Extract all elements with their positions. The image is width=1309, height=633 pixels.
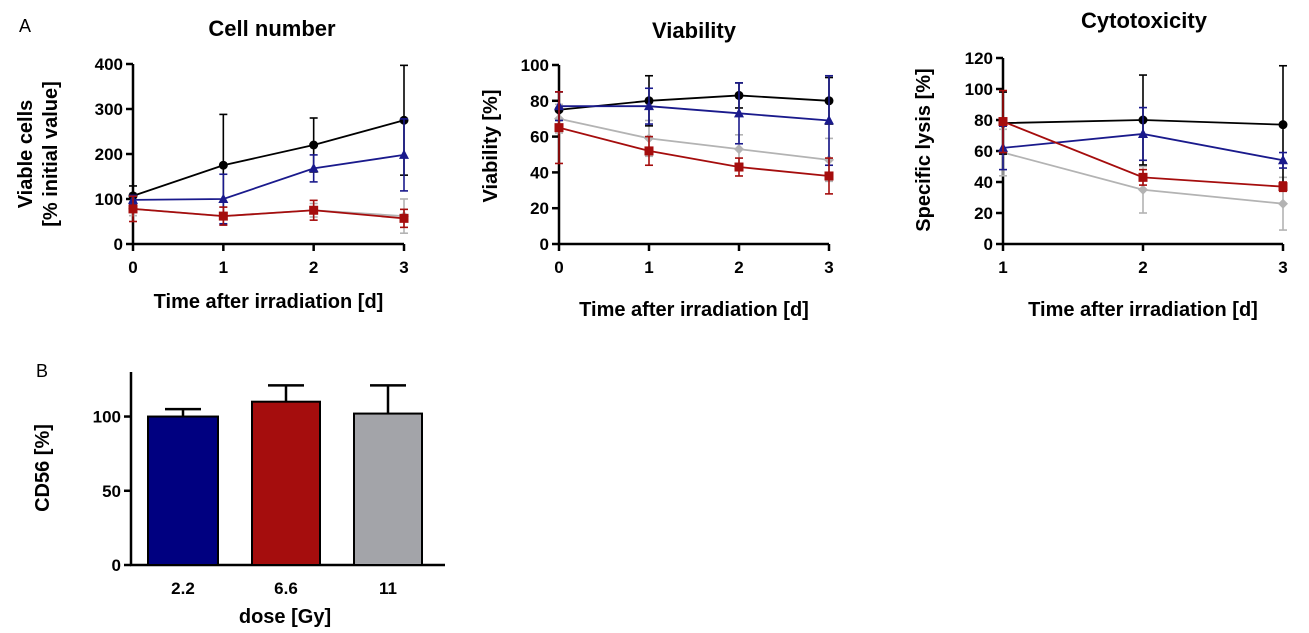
y-tick-label: 200	[95, 145, 123, 164]
point-marker	[309, 140, 319, 150]
point-marker	[399, 149, 409, 159]
series-line	[558, 94, 830, 111]
x-tick-label: 3	[1278, 258, 1287, 277]
series-line	[559, 105, 830, 122]
y-tick-label: 100	[95, 190, 123, 209]
point-marker	[644, 146, 654, 156]
point-marker	[824, 114, 834, 125]
point-marker	[1278, 120, 1288, 130]
point-marker	[309, 205, 319, 215]
chart-title: Viability	[652, 18, 737, 43]
point-marker	[399, 213, 409, 223]
x-tick-label: 0	[128, 258, 137, 277]
point-marker	[218, 160, 228, 170]
point-marker	[734, 107, 744, 118]
x-tick-label: 2	[309, 258, 318, 277]
y-tick-label: 0	[984, 235, 993, 254]
panel-label-b: B	[36, 361, 48, 381]
chart-cell-number: 0 100 200 300 400 Viable cells [% initial valu…	[15, 16, 409, 313]
series-line	[558, 117, 830, 161]
point-marker	[734, 144, 744, 155]
series-triangle	[998, 106, 1288, 171]
chart-cd56: 0 50 100 CD56 [%] dose [Gy] 2.2 6.6 11	[32, 372, 445, 628]
y-tick-label: 100	[521, 56, 549, 75]
panel-label-a: A	[19, 16, 31, 36]
series-square	[554, 91, 834, 195]
point-marker	[1138, 184, 1148, 195]
y-tick-label: 60	[974, 142, 993, 161]
series-circle	[554, 74, 834, 129]
series-circle	[128, 64, 409, 217]
y-axis-label: [% initial value]	[40, 81, 62, 227]
y-tick-label: 100	[965, 80, 993, 99]
chart-viability: 0 20 40 60 80 100 Viability [%] 0 1 2 3 Viability Ti…	[480, 18, 834, 321]
series-triangle	[128, 118, 409, 225]
bar	[353, 412, 423, 567]
series-diamond	[554, 103, 834, 183]
series-square	[998, 89, 1288, 193]
point-marker	[1138, 172, 1148, 182]
y-tick-label: 80	[530, 92, 549, 111]
x-tick-label: 1	[644, 258, 653, 277]
y-tick-label: 40	[974, 173, 993, 192]
series-line	[132, 154, 405, 201]
point-marker	[734, 162, 744, 172]
point-marker	[554, 123, 564, 133]
point-marker	[1138, 128, 1148, 138]
chart-title: Cell number	[208, 16, 336, 41]
series-line	[132, 208, 405, 220]
x-axis-label: Time after irradiation [d]	[154, 291, 384, 313]
x-tick-label: 11	[379, 579, 397, 598]
chart-cytotoxicity: 0 20 40 60 80 100 120 Specific lysis [%] 1 2 3 Cyto…	[913, 8, 1288, 321]
x-tick-label: 2	[1138, 258, 1147, 277]
point-marker	[1278, 182, 1288, 192]
y-axis-label: CD56 [%]	[32, 424, 54, 512]
point-marker	[128, 204, 138, 214]
x-tick-label: 0	[554, 258, 563, 277]
y-axis-label: Viable cells	[15, 100, 37, 209]
point-marker	[308, 162, 319, 173]
y-tick-label: 0	[114, 235, 123, 254]
point-marker	[1278, 198, 1288, 209]
point-marker	[218, 193, 229, 203]
chart-title: Cytotoxicity	[1081, 8, 1208, 33]
series-diamond	[128, 198, 409, 234]
point-marker	[218, 211, 228, 221]
y-tick-label: 20	[974, 204, 993, 223]
point-marker	[998, 117, 1008, 127]
y-tick-label: 40	[530, 163, 549, 182]
x-tick-label: 3	[399, 258, 408, 277]
y-tick-label: 100	[93, 408, 121, 427]
y-tick-label: 80	[974, 111, 993, 130]
y-tick-label: 300	[95, 100, 123, 119]
x-axis-label: dose [Gy]	[239, 606, 331, 628]
point-marker	[1278, 154, 1288, 165]
point-marker	[824, 171, 834, 181]
y-axis-label: Viability [%]	[480, 90, 502, 203]
y-tick-label: 20	[530, 199, 549, 218]
y-tick-label: 50	[102, 482, 121, 501]
series-line	[132, 119, 405, 197]
bar	[147, 415, 219, 566]
y-axis-label: Specific lysis [%]	[913, 68, 935, 231]
y-tick-label: 0	[540, 235, 549, 254]
bar	[251, 400, 321, 567]
x-axis-label: Time after irradiation [d]	[1028, 299, 1258, 321]
y-tick-label: 0	[112, 556, 121, 575]
y-tick-label: 60	[530, 128, 549, 147]
y-tick-label: 400	[95, 55, 123, 74]
x-tick-label: 2.2	[171, 579, 195, 598]
point-marker	[644, 100, 654, 111]
series-square	[128, 195, 409, 229]
y-tick-label: 120	[965, 49, 993, 68]
x-tick-label: 1	[219, 258, 228, 277]
series-line	[558, 126, 830, 177]
series-triangle	[554, 74, 834, 167]
x-tick-label: 6.6	[274, 579, 298, 598]
x-tick-label: 1	[998, 258, 1007, 277]
x-axis-label: Time after irradiation [d]	[579, 299, 809, 321]
x-tick-label: 3	[824, 258, 833, 277]
x-tick-label: 2	[734, 258, 743, 277]
